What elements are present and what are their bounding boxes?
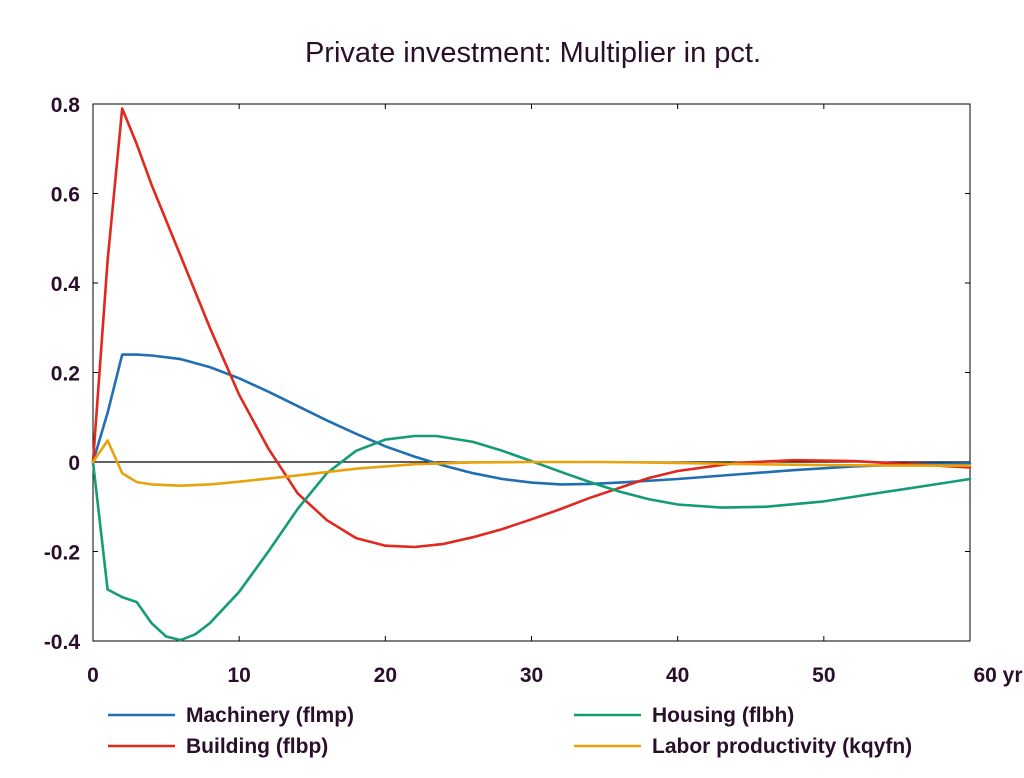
x-tick-label: 40 (666, 664, 689, 687)
y-tick-label: -0.4 (44, 631, 81, 654)
x-tick-label: 50 (812, 664, 835, 687)
y-axis: -0.4 -0.2 0 0.2 0.4 0.6 0.8 (44, 94, 970, 654)
y-tick-label: 0 (68, 452, 80, 475)
series-line-1 (91, 353, 972, 486)
series-line-3 (91, 434, 972, 642)
y-tick-label: 0.2 (51, 363, 80, 386)
x-tick-label: 30 (520, 664, 543, 687)
chart-title: Private investment: Multiplier in pct. (305, 37, 761, 69)
x-tick-label: 10 (227, 664, 250, 687)
y-tick-label: -0.2 (44, 542, 80, 565)
legend-label: Building (flbp) (186, 735, 328, 758)
legend-label: Machinery (flmp) (186, 704, 354, 727)
series-line-2 (91, 107, 972, 549)
x-tick-label: 60 yr (973, 664, 1022, 687)
series-line-4 (91, 439, 972, 488)
legend-label: Housing (flbh) (652, 704, 794, 727)
x-axis: 0 10 20 30 40 50 60 yr (87, 104, 1023, 687)
legend: Machinery (flmp) Housing (flbh) Building (… (108, 704, 912, 758)
y-tick-label: 0.4 (51, 273, 81, 296)
x-tick-label: 0 (87, 664, 99, 687)
legend-label: Labor productivity (kqyfn) (652, 735, 912, 758)
y-tick-label: 0.8 (51, 94, 81, 117)
series-lines (91, 107, 972, 642)
y-tick-label: 0.6 (51, 184, 80, 207)
x-tick-label: 20 (374, 664, 397, 687)
